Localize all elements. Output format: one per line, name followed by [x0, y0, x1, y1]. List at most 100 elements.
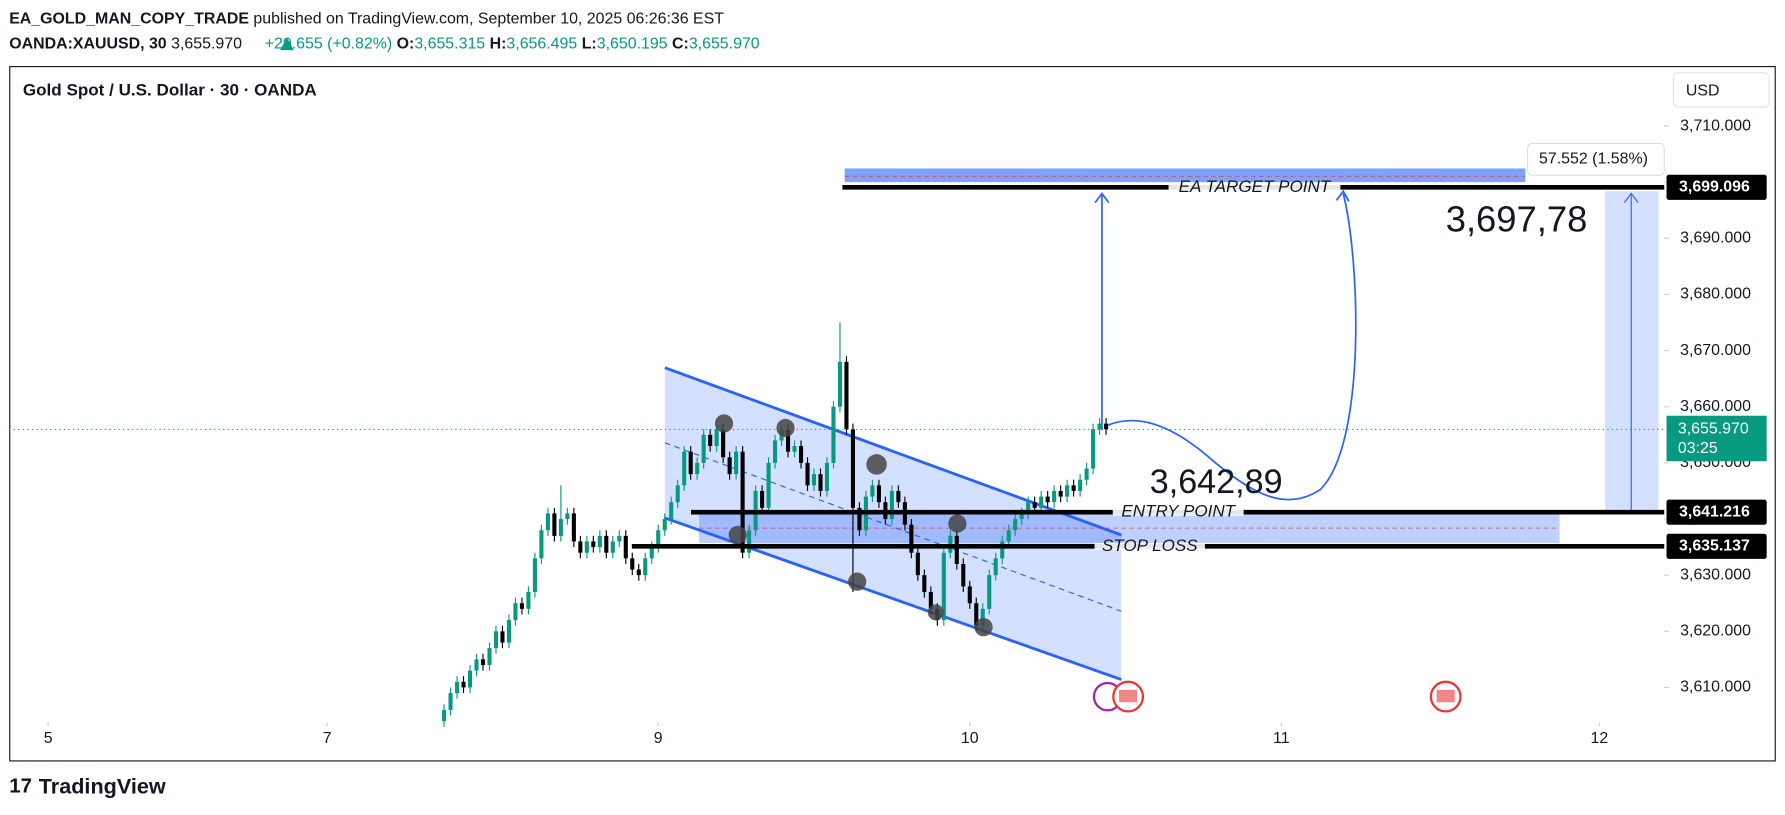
candle-body	[675, 485, 680, 503]
c-label: C:	[672, 36, 689, 53]
candle-body	[1065, 485, 1070, 497]
candle-body	[643, 558, 648, 576]
candle-body	[649, 547, 654, 559]
candle-body	[915, 552, 920, 576]
price-line-gap	[1168, 183, 1341, 191]
candle-body	[1078, 479, 1083, 491]
symbol: OANDA:XAUUSD, 30	[9, 36, 167, 53]
projection-curve	[1106, 193, 1357, 501]
candle-body	[773, 440, 778, 463]
price-label-box	[1666, 174, 1767, 200]
candle-body	[896, 490, 901, 503]
annotation: 3,697,78	[1446, 199, 1588, 240]
last-price-label: 3,655.970	[1678, 421, 1749, 438]
candle-body	[1039, 496, 1044, 508]
price-line-text: EA TARGET POINT	[1179, 177, 1332, 196]
price-line-text: ENTRY POINT	[1121, 502, 1236, 521]
y-tick-label: 3,680.000	[1680, 286, 1751, 303]
candle-body	[604, 535, 609, 553]
candle-body	[747, 530, 752, 553]
candle-body	[708, 434, 713, 447]
candle-body	[922, 575, 927, 593]
candle-body	[1000, 541, 1005, 559]
candle-body	[454, 681, 460, 694]
axes: 3,610.0003,620.0003,630.0003,640.0003,65…	[9, 117, 1767, 747]
candle-body	[662, 519, 667, 531]
annotation: 3,642,89	[1150, 463, 1283, 501]
last-price-box	[1666, 415, 1767, 462]
candle-body	[727, 457, 732, 475]
price-label: 3,699.096	[1679, 178, 1750, 195]
candle-body	[519, 603, 524, 609]
candle-body	[1045, 496, 1050, 503]
measure-box	[1527, 142, 1665, 176]
x-tick-label: 7	[323, 730, 332, 747]
pivot	[848, 572, 867, 591]
plot	[664, 168, 1659, 681]
candle-body	[695, 462, 700, 475]
published: published on TradingView.com, September …	[253, 11, 724, 28]
candle-body	[987, 575, 992, 609]
candle-body	[928, 592, 933, 609]
candle-body	[701, 434, 706, 463]
pivot	[927, 604, 944, 621]
candle-body	[844, 361, 849, 430]
price-label: 3,635.137	[1679, 538, 1750, 555]
candle-body	[506, 620, 512, 643]
candle-body	[1084, 468, 1089, 480]
pivot	[948, 514, 967, 533]
x-tick-label: 11	[1273, 730, 1290, 747]
candle-body	[967, 586, 972, 604]
candle-body	[532, 558, 537, 593]
candle-body	[876, 485, 881, 503]
candle-body	[688, 451, 693, 475]
up-arrow	[280, 37, 294, 51]
candle-body	[818, 474, 823, 491]
candle-body	[545, 513, 550, 531]
candle-body	[870, 485, 875, 497]
candle-body	[831, 406, 836, 463]
candle-body	[1019, 513, 1024, 520]
y-tick-label: 3,660.000	[1680, 398, 1751, 415]
chart-title: Gold Spot / U.S. Dollar · 30 · OANDA	[23, 81, 317, 100]
x-tick-label: 10	[961, 730, 979, 747]
o-label: O:	[397, 36, 415, 53]
candle-body	[513, 603, 518, 621]
arrow-head	[1335, 189, 1350, 202]
author: EA_GOLD_MAN_COPY_TRADE	[9, 11, 249, 28]
event-icons	[1092, 680, 1462, 713]
channel-fill	[664, 367, 1122, 680]
countdown: 03:25	[1678, 440, 1718, 457]
candle-body	[1091, 429, 1096, 469]
y-tick-label: 3,620.000	[1680, 623, 1751, 640]
candle-body	[1052, 490, 1057, 503]
candle-body	[734, 451, 739, 475]
candle-body	[993, 558, 998, 576]
candle-body	[591, 541, 596, 548]
candle-body	[766, 462, 771, 508]
close: 3,655.970	[689, 36, 760, 53]
pivot	[728, 525, 747, 545]
candle-body	[442, 709, 447, 722]
ohlc-line: OANDA:XAUUSD, 30 3,655.970 +29.655 (+0.82…	[9, 36, 760, 53]
x-tick-label: 9	[654, 730, 663, 747]
candle-body	[474, 659, 479, 671]
candle-body	[1097, 423, 1102, 430]
price-line-gap	[1094, 542, 1205, 550]
currency-button[interactable]	[1672, 72, 1770, 108]
candle-body	[584, 541, 589, 553]
candle-body	[487, 648, 492, 665]
logo-mark: 17	[9, 775, 32, 798]
candle-body	[740, 451, 745, 553]
candle-body	[552, 513, 557, 536]
chart-frame	[9, 66, 1776, 762]
y-tick-label: 3,710.000	[1680, 117, 1751, 134]
price-label-box	[1666, 499, 1767, 525]
candle-body	[954, 535, 959, 564]
price-label-box	[1666, 533, 1767, 559]
h-label: H:	[490, 36, 507, 53]
candle-body	[1071, 485, 1076, 491]
brand: TradingView	[39, 773, 166, 798]
pivot	[974, 618, 993, 637]
